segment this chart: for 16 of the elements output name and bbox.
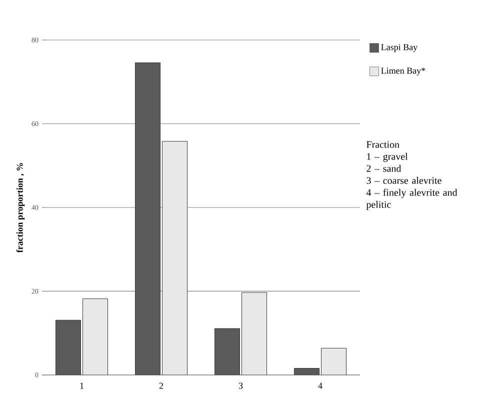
text: Fraction	[366, 141, 400, 148]
y-axis-title: fraction proportion , %	[16, 163, 25, 253]
bar	[162, 141, 188, 375]
x-tick-label: 4	[318, 382, 322, 389]
legend-label: Laspi Bay	[381, 44, 418, 52]
bar	[82, 298, 108, 375]
text: 4 – finely alevrite and pelitic	[366, 188, 458, 210]
x-tick-label: 2	[159, 382, 164, 389]
text: 1 – gravel	[367, 152, 408, 162]
text: 2 – sand	[366, 164, 402, 172]
text: 3 – coarse alevrite	[366, 176, 442, 184]
x-tick-label: 1	[80, 382, 84, 389]
bar	[321, 348, 347, 375]
x-tick-label: 3	[238, 382, 243, 389]
legend-label: Limen Bay*	[381, 68, 426, 76]
bar	[242, 292, 268, 375]
